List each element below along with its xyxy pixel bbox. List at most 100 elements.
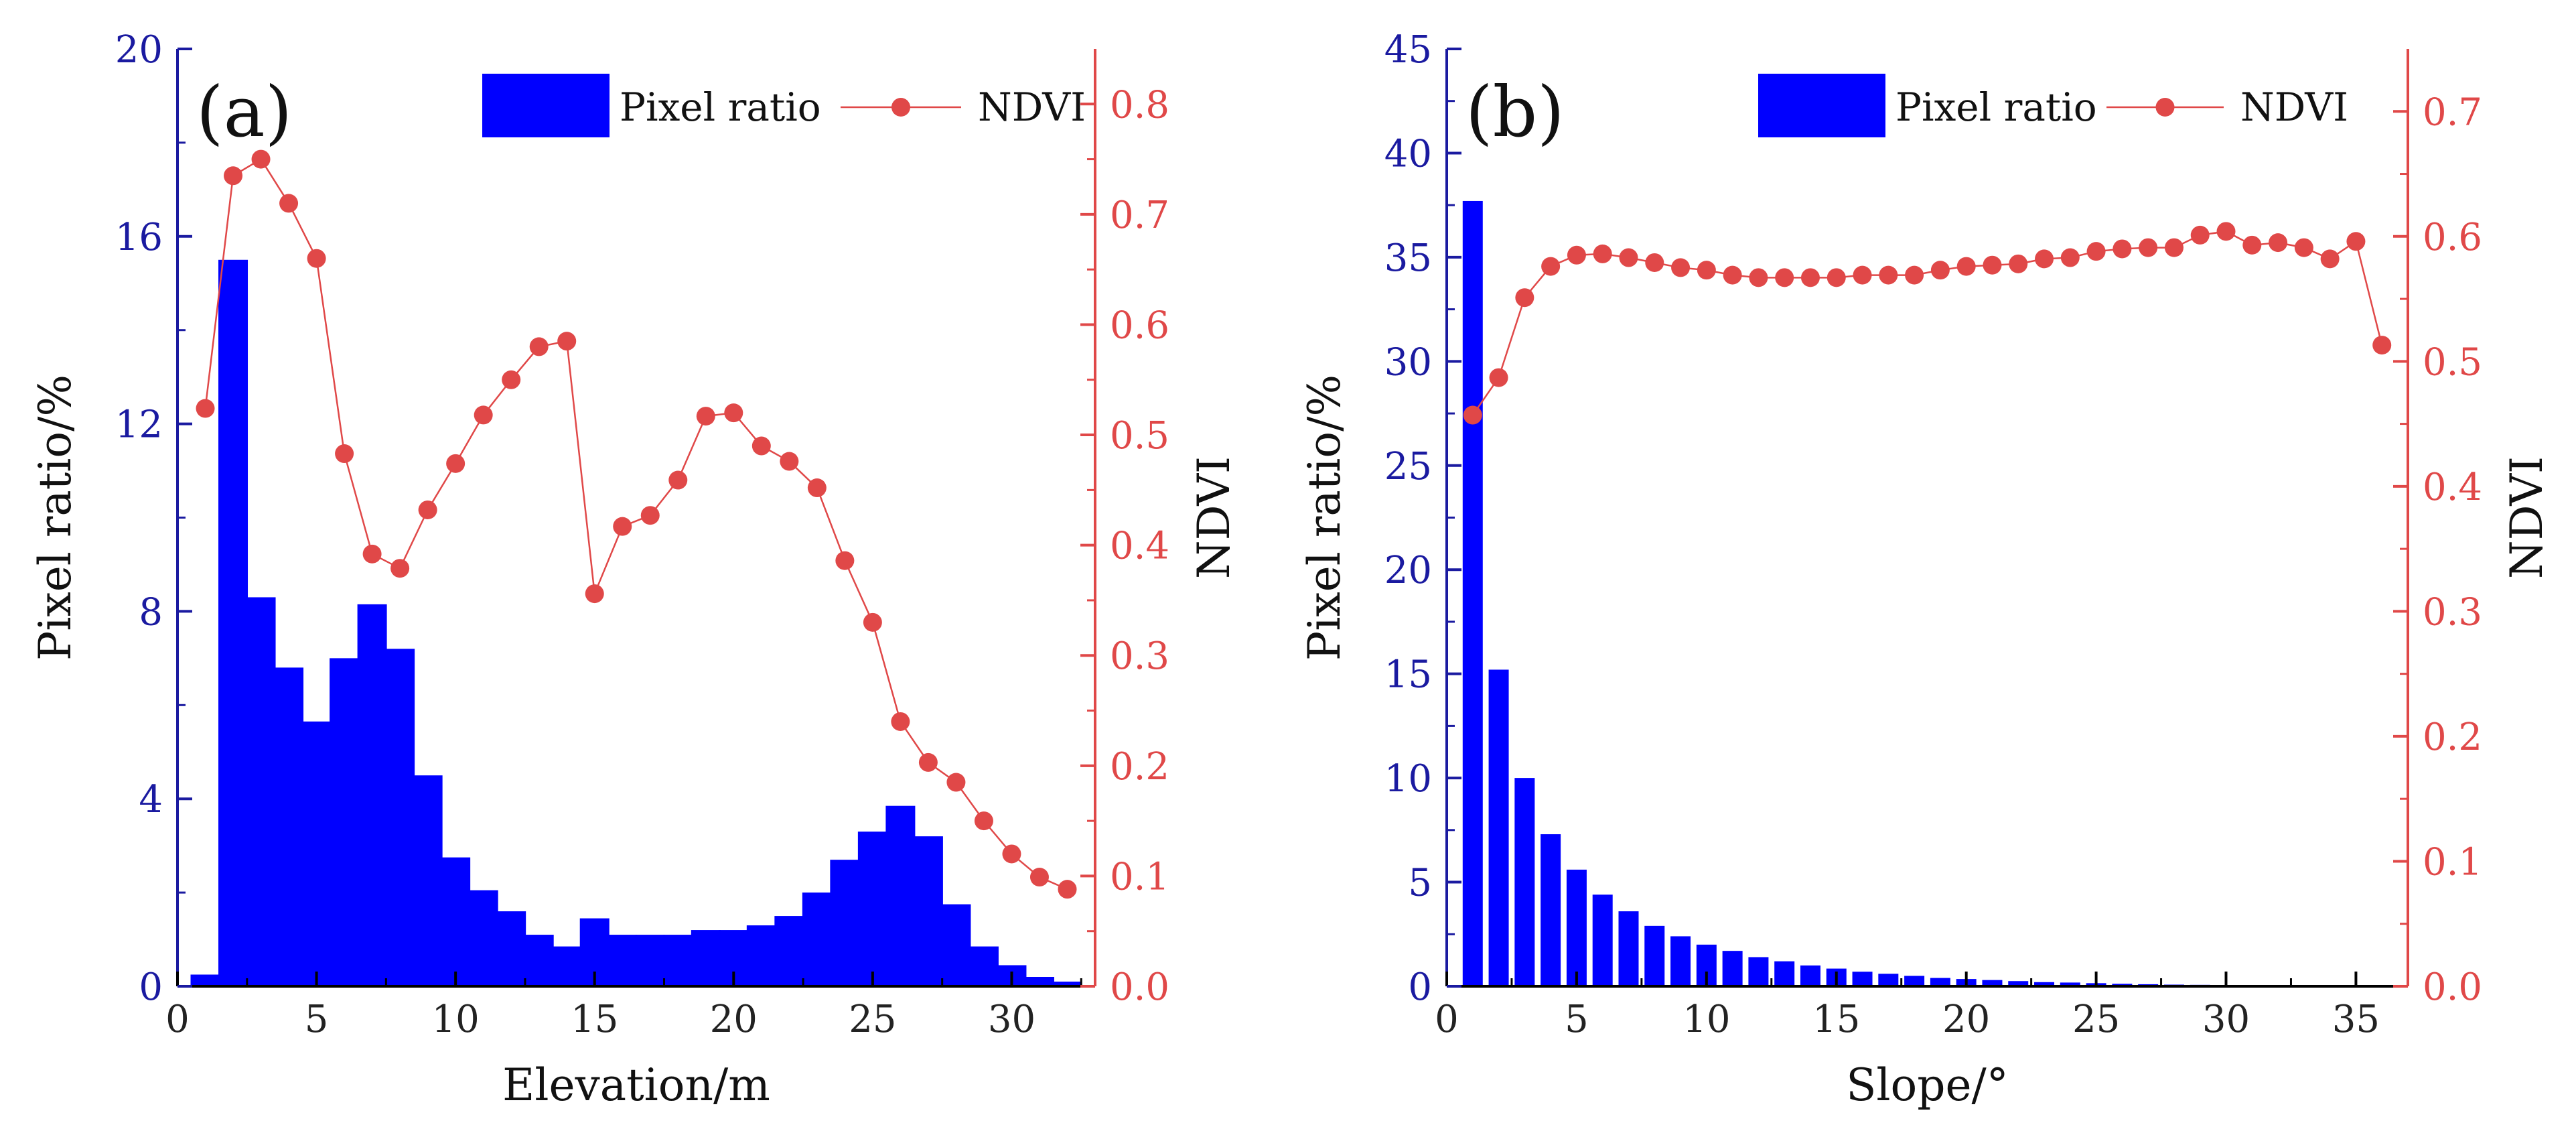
- x-tick-label: 5: [1565, 998, 1589, 1041]
- ndvi-point: [974, 811, 993, 831]
- right-y-tick-label: 0.7: [1110, 194, 1169, 237]
- bar: [218, 259, 248, 986]
- ndvi-point: [1593, 244, 1612, 263]
- ndvi-point: [1853, 265, 1872, 285]
- ndvi-point: [2216, 222, 2236, 241]
- bar: [357, 604, 387, 986]
- right-y-tick-label: 0.5: [2423, 340, 2482, 384]
- legend-bar-label: Pixel ratio: [620, 84, 821, 130]
- bar: [941, 904, 971, 986]
- right-y-tick-label: 0.1: [1110, 855, 1169, 899]
- ndvi-point: [2346, 232, 2366, 251]
- x-tick-label: 10: [1683, 998, 1730, 1041]
- x-tick-label: 30: [988, 998, 1035, 1041]
- bar: [1052, 982, 1082, 986]
- bar: [2008, 981, 2029, 986]
- ndvi-point: [2164, 238, 2184, 257]
- left-y-tick-label: 45: [1384, 28, 1432, 72]
- ndvi-point: [918, 752, 938, 772]
- chart-panel-b: 0 5 10 15 20 25 30 35 0 5 10 15 20 25 30 35 40 45 0.0 0.1 0.…: [1299, 28, 2553, 1111]
- x-tick-label: 25: [849, 998, 896, 1041]
- bar: [413, 775, 443, 986]
- right-y-tick-label: 0.2: [2423, 716, 2482, 759]
- bar: [1566, 869, 1587, 986]
- right-y-tick-label: 0.0: [2423, 966, 2482, 1009]
- bar: [552, 946, 582, 986]
- bar: [496, 911, 526, 986]
- ndvi-point: [224, 166, 243, 186]
- bar: [1722, 951, 1743, 986]
- ndvi-point: [474, 405, 493, 425]
- ndvi-point: [1619, 248, 1638, 267]
- bar: [774, 916, 804, 986]
- ndvi-point: [2242, 235, 2262, 255]
- x-tick-label: 20: [710, 998, 758, 1041]
- legend: Pixel ratio NDVI: [482, 74, 1086, 137]
- ndvi-point: [307, 249, 326, 268]
- ndvi-point: [2009, 254, 2028, 273]
- bar: [1878, 974, 1899, 986]
- bar: [885, 805, 916, 986]
- right-y-tick-label: 0.4: [2423, 466, 2482, 509]
- bar: [274, 667, 304, 986]
- bar: [1618, 911, 1639, 986]
- ndvi-point: [696, 407, 715, 426]
- panel-label: (b): [1465, 71, 1565, 153]
- ndvi-point: [362, 544, 382, 564]
- ndvi-point: [1905, 265, 1924, 285]
- ndvi-point: [2060, 248, 2080, 267]
- right-y-tick-label: 0.7: [2423, 90, 2482, 134]
- right-y-tick-label: 0.3: [1110, 635, 1169, 678]
- left-y-tick-label: 8: [139, 590, 163, 634]
- ndvi-point: [251, 149, 271, 169]
- ndvi-point: [2086, 242, 2106, 261]
- x-tick-label: 15: [1812, 998, 1860, 1041]
- ndvi-point: [1879, 265, 1898, 285]
- panel-label: (a): [196, 71, 292, 153]
- ndvi-point: [1671, 258, 1691, 277]
- ndvi-point: [1800, 268, 1820, 287]
- legend: Pixel ratio NDVI: [1758, 74, 2348, 137]
- ndvi-point: [668, 470, 688, 490]
- bar: [913, 836, 943, 986]
- left-y-tick-label: 20: [115, 28, 163, 72]
- right-y-axis-title: NDVI: [1188, 456, 1240, 579]
- ndvi-point: [2035, 249, 2054, 269]
- ndvi-point: [418, 500, 437, 519]
- bar: [1748, 957, 1769, 986]
- bar: [1670, 936, 1691, 986]
- left-y-tick-label: 15: [1384, 653, 1432, 697]
- right-y-tick-label: 0.5: [1110, 414, 1169, 458]
- x-tick-label: 5: [305, 998, 329, 1041]
- bar: [607, 935, 638, 986]
- x-tick-label: 15: [571, 998, 618, 1041]
- ndvi-point: [2320, 249, 2340, 269]
- x-tick-label: 30: [2202, 998, 2250, 1041]
- legend-bar-swatch: [482, 74, 610, 137]
- ndvi-point: [390, 559, 410, 578]
- bar: [663, 935, 693, 986]
- ndvi-point: [891, 712, 910, 731]
- ndvi-point: [1697, 261, 1716, 280]
- bar: [441, 857, 471, 986]
- ndvi-point: [196, 399, 215, 418]
- bar: [746, 925, 776, 986]
- ndvi-point: [1541, 257, 1561, 276]
- ndvi-point: [446, 454, 466, 473]
- ndvi-point: [1515, 288, 1534, 308]
- ndvi-point: [557, 332, 577, 351]
- bar: [691, 930, 721, 986]
- bar: [1904, 976, 1925, 986]
- x-tick-label: 25: [2072, 998, 2120, 1041]
- x-tick-label: 0: [1435, 998, 1459, 1041]
- bar: [2060, 982, 2080, 986]
- ndvi-point: [279, 194, 299, 213]
- x-tick-label: 35: [2332, 998, 2380, 1041]
- bar: [802, 892, 832, 986]
- ndvi-point: [724, 403, 743, 423]
- ndvi-point: [1567, 245, 1586, 265]
- right-y-tick-label: 0.6: [2423, 216, 2482, 259]
- ndvi-point: [2269, 233, 2288, 253]
- bar: [1930, 978, 1950, 986]
- left-y-tick-label: 4: [139, 778, 163, 821]
